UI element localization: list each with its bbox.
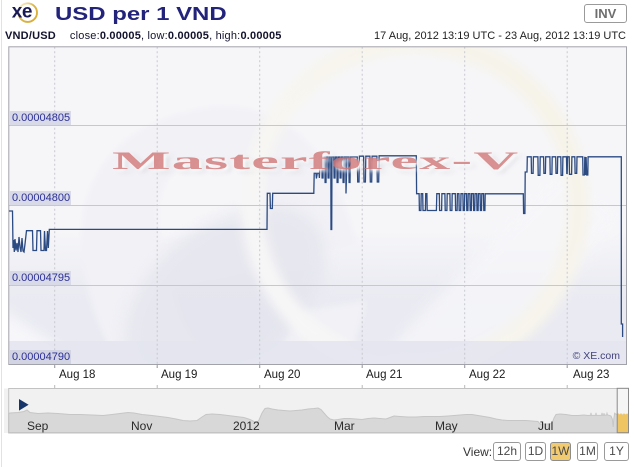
- svg-text:xe: xe: [12, 2, 32, 23]
- svg-text:© XE.com: © XE.com: [573, 350, 621, 362]
